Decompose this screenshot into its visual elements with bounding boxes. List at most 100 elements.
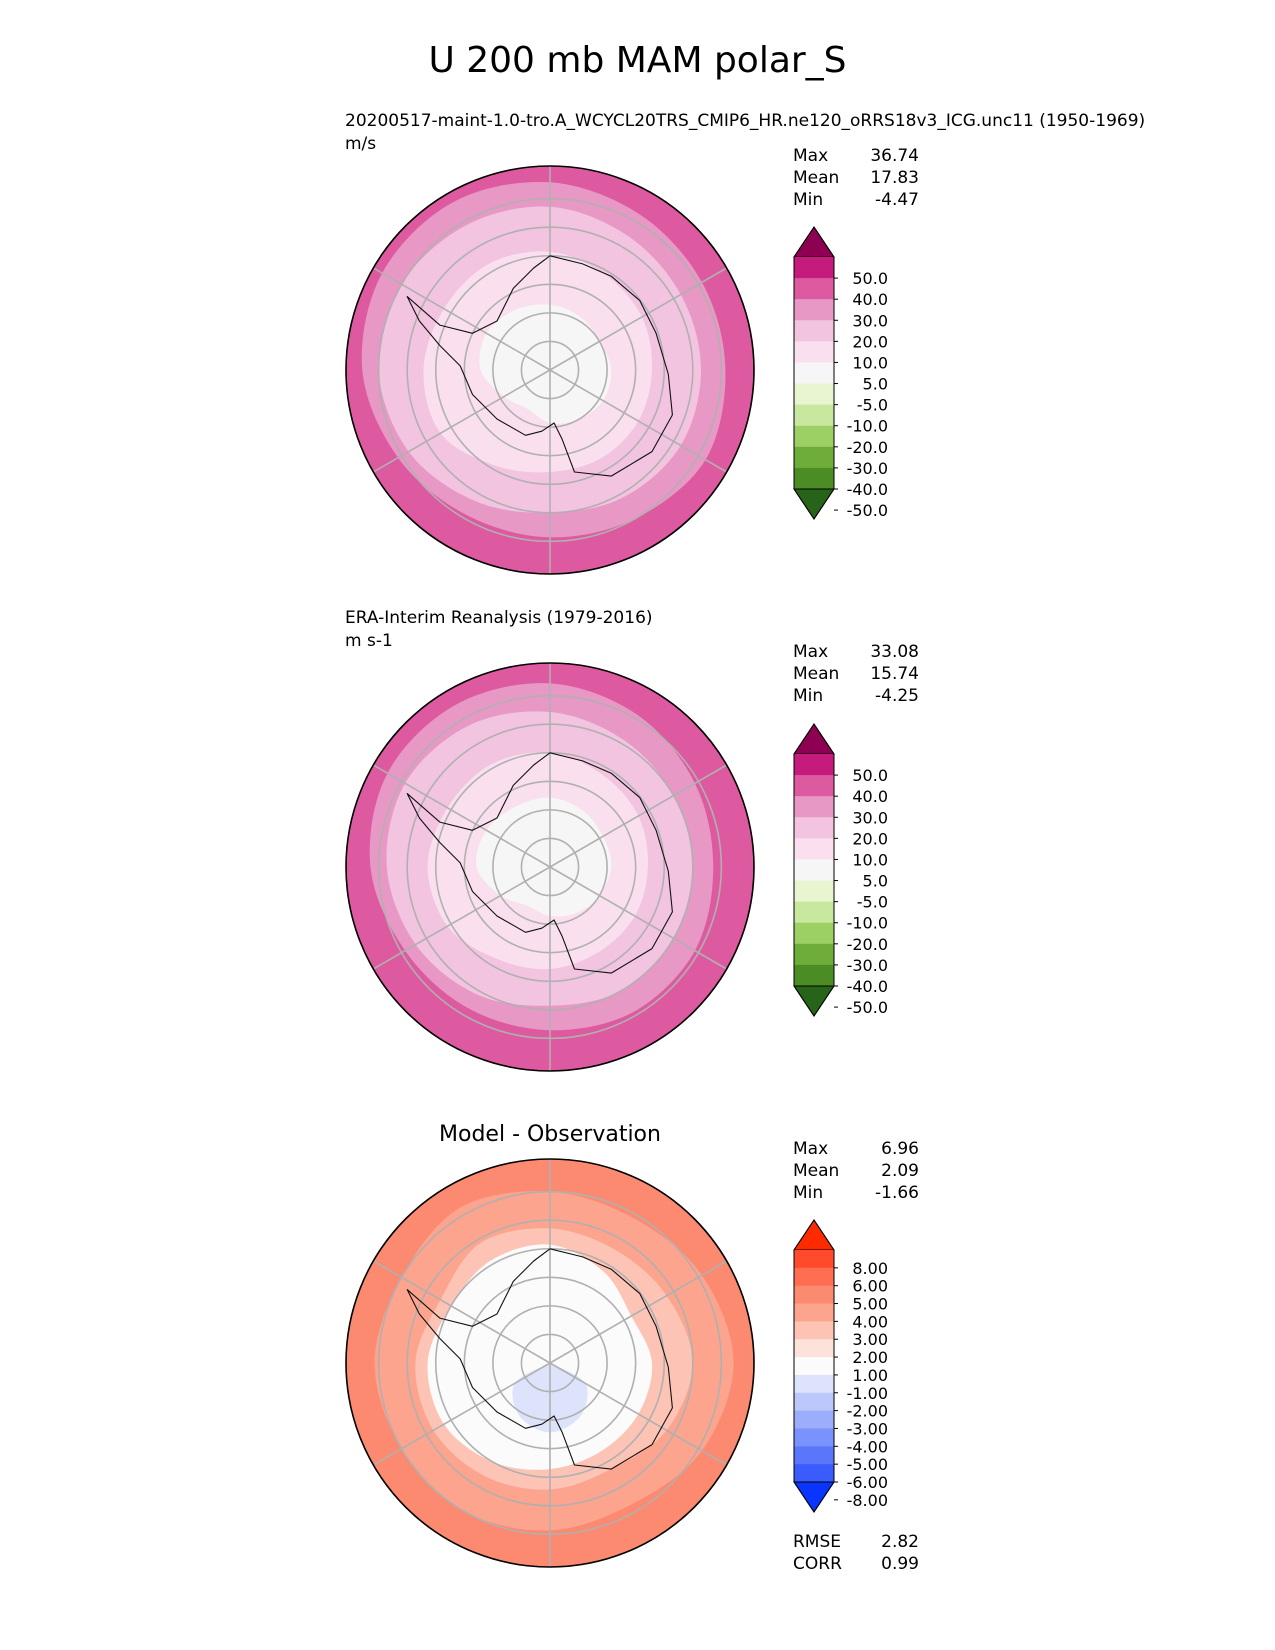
colorbar-band: [794, 901, 834, 924]
colorbar-tick-label: 20.0: [852, 332, 888, 351]
colorbar-band: [794, 1446, 834, 1465]
stat-label: Min: [793, 1183, 824, 1203]
colorbar-band: [794, 1267, 834, 1287]
panel-3-colorbar: 8.006.005.004.003.002.001.00-1.00-2.00-3…: [793, 1219, 888, 1513]
stat-max: 36.74: [870, 146, 919, 166]
longitude-gridline: [372, 1260, 551, 1364]
stat-label: Max: [793, 146, 829, 166]
panel-2-title: ERA-Interim Reanalysis (1979-2016): [345, 608, 653, 628]
panel-3-polar-map: [345, 1158, 755, 1568]
colorbar-tick-label: -4.00: [847, 1437, 888, 1456]
metric-label: RMSE: [793, 1532, 842, 1552]
colorbar-band: [794, 299, 834, 321]
panel-3-title: Model - Observation: [439, 1122, 661, 1147]
colorbar-band: [794, 257, 834, 279]
longitude-gridline: [372, 764, 551, 868]
stat-min: -4.47: [875, 190, 919, 210]
colorbar-extend-min: [793, 1481, 835, 1513]
stat-max: 33.08: [870, 642, 919, 662]
coastline: [406, 255, 673, 477]
colorbar-tick-label: -10.0: [847, 914, 888, 933]
longitude-gridline: [549, 369, 728, 473]
colorbar-tick-label: 30.0: [852, 808, 888, 827]
colorbar-tick-label: 20.0: [852, 829, 888, 848]
colorbar-band: [794, 1303, 834, 1322]
coastline: [406, 752, 673, 974]
colorbar-band: [794, 775, 834, 797]
colorbar-tick-label: 5.0: [863, 872, 888, 891]
colorbar-band: [794, 341, 834, 363]
colorbar-band: [794, 922, 834, 945]
colorbar-band: [794, 964, 834, 987]
stat-mean: 17.83: [870, 168, 919, 188]
longitude-gridline: [549, 267, 728, 371]
colorbar-band: [794, 838, 834, 860]
colorbar-band: [794, 1428, 834, 1447]
colorbar-tick-label: -50.0: [847, 998, 888, 1017]
colorbar-band: [794, 754, 834, 776]
stat-label: Max: [793, 1139, 829, 1159]
colorbar-tick-label: -5.0: [857, 893, 888, 912]
colorbar-tick-label: 40.0: [852, 787, 888, 806]
panel-1-polar-map: [345, 165, 755, 575]
map-border: [345, 1158, 755, 1568]
colorbar-tick-label: -20.0: [847, 438, 888, 457]
colorbar-tick-label: -2.00: [847, 1402, 888, 1421]
colorbar-band: [794, 362, 834, 385]
colorbar-band: [794, 404, 834, 427]
colorbar-tick-label: -8.00: [847, 1491, 888, 1510]
colorbar-tick-label: 5.0: [863, 375, 888, 394]
panel-1-stats: Max 36.74 Mean 17.83 Min -4.47: [793, 145, 919, 211]
colorbar-tick-label: 10.0: [852, 850, 888, 869]
longitude-gridline: [549, 764, 728, 868]
colorbar-tick-label: 40.0: [852, 290, 888, 309]
longitude-gridline: [372, 369, 551, 473]
metric-rmse: 2.82: [881, 1532, 919, 1552]
stat-mean: 15.74: [870, 664, 919, 684]
colorbar-tick-label: -50.0: [847, 501, 888, 520]
colorbar-band: [794, 1410, 834, 1429]
colorbar-tick-label: -6.00: [847, 1473, 888, 1492]
panel-1-title: 20200517-maint-1.0-tro.A_WCYCL20TRS_CMIP…: [345, 111, 1146, 131]
colorbar-tick-label: -1.00: [847, 1384, 888, 1403]
longitude-gridline: [372, 267, 551, 371]
stat-label: Mean: [793, 664, 840, 684]
longitude-gridline: [549, 1260, 728, 1364]
colorbar-tick-label: -5.00: [847, 1455, 888, 1474]
colorbar-extend-max: [793, 1219, 835, 1251]
stat-label: Max: [793, 642, 829, 662]
coastline: [406, 1248, 673, 1470]
colorbar-band: [794, 1392, 834, 1412]
panel-1-colorbar: 50.0 40.0 30.0 20.0 10.0 5.0 -5.0 -10.0 -20.0 -30…: [793, 226, 888, 520]
longitude-gridline: [372, 866, 551, 970]
colorbar-band: [794, 859, 834, 882]
panel-2-units: m s-1: [345, 631, 393, 651]
colorbar-tick-label: -10.0: [847, 417, 888, 436]
colorbar-band: [794, 1321, 834, 1340]
colorbar-extend-min: [793, 985, 835, 1017]
stat-label: Mean: [793, 1161, 840, 1181]
stat-min: -4.25: [875, 686, 919, 706]
contour-band--5-5: [479, 304, 612, 424]
colorbar-tick-label: 4.00: [852, 1312, 888, 1331]
colorbar-tick-label: 50.0: [852, 766, 888, 785]
colorbar-tick-label: 30.0: [852, 311, 888, 330]
panel-1-units: m/s: [345, 134, 377, 154]
colorbar-band: [794, 467, 834, 490]
stat-mean: 2.09: [881, 1161, 919, 1181]
stat-min: -1.66: [875, 1183, 919, 1203]
colorbar-band: [794, 1464, 834, 1483]
colorbar-tick-label: -20.0: [847, 935, 888, 954]
colorbar-band: [794, 1357, 834, 1376]
colorbar-tick-label: 2.00: [852, 1348, 888, 1367]
colorbar-extend-min: [793, 488, 835, 520]
stat-max: 6.96: [881, 1139, 919, 1159]
colorbar-tick-label: -30.0: [847, 956, 888, 975]
colorbar-tick-label: -30.0: [847, 459, 888, 478]
colorbar-band: [794, 1374, 834, 1394]
stat-label: Mean: [793, 168, 840, 188]
map-border: [345, 165, 755, 575]
metric-label: CORR: [793, 1554, 842, 1574]
colorbar-tick-label: -5.0: [857, 396, 888, 415]
colorbar-extend-max: [793, 226, 835, 258]
